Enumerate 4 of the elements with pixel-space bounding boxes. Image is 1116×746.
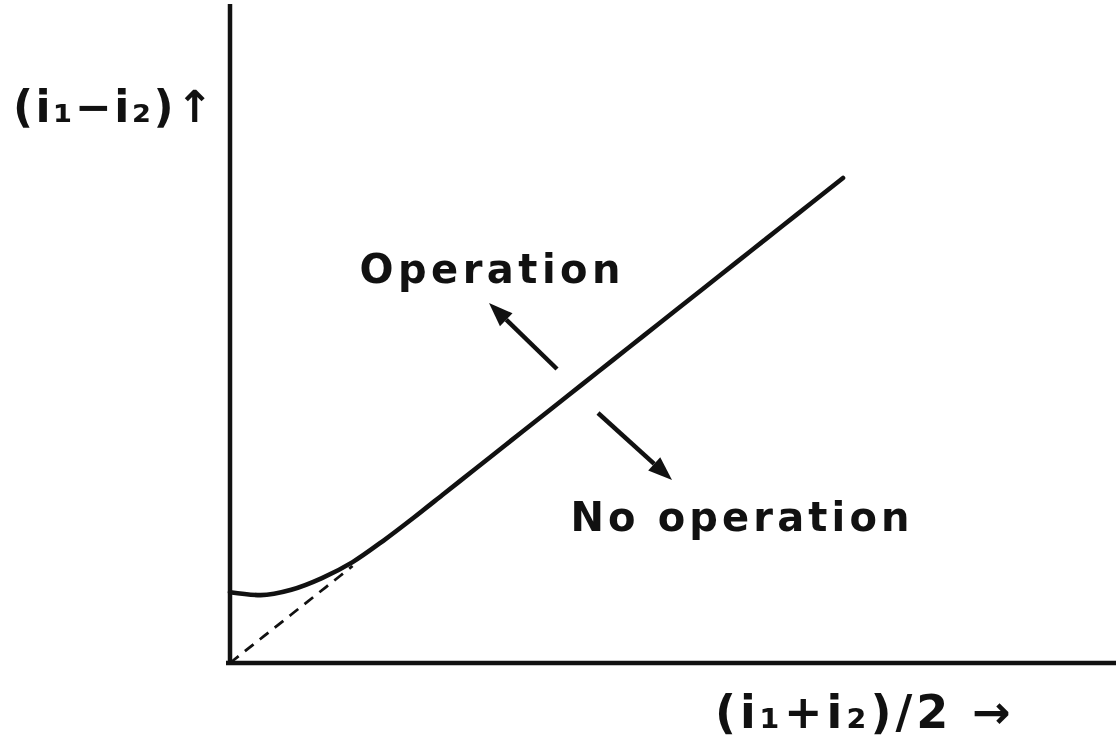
x-axis-title: (i₁+i₂)/2 → — [715, 685, 1015, 739]
annotation: Operation — [359, 246, 621, 292]
y-axis-title: (i₁−i₂)↑ — [13, 81, 213, 132]
annotation: No operation — [570, 494, 910, 540]
